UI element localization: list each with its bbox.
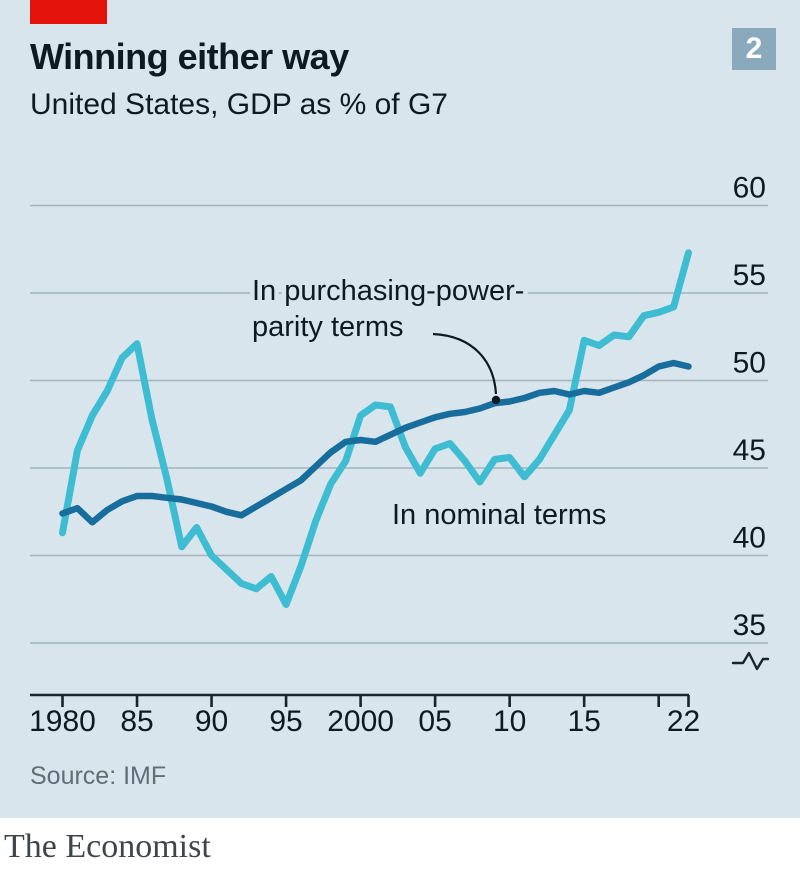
y-tick-label: 60 xyxy=(733,172,766,205)
y-tick-label: 45 xyxy=(733,434,766,467)
axis-break-icon xyxy=(731,651,770,671)
x-tick-label: 22 xyxy=(667,705,700,738)
x-tick-label: 2000 xyxy=(327,705,394,738)
x-tick-label: 05 xyxy=(418,705,451,738)
y-tick-label: 50 xyxy=(733,347,766,380)
gridlines xyxy=(30,204,768,644)
annotation-pointer-dot xyxy=(491,395,501,405)
economist-wordmark: The Economist xyxy=(4,828,211,865)
nominal-annotation: In nominal terms xyxy=(392,499,606,531)
x-tick-label: 90 xyxy=(195,705,228,738)
ppp-line xyxy=(59,359,692,526)
x-tick-label: 95 xyxy=(269,705,302,738)
nominal-line xyxy=(59,249,692,608)
source-note: Source: IMF xyxy=(30,762,167,790)
annotation-pointer xyxy=(432,332,498,395)
figure-number-badge: 2 xyxy=(732,28,776,70)
chart-subtitle: United States, GDP as % of G7 xyxy=(30,88,448,121)
y-tick-label: 35 xyxy=(733,609,766,642)
x-tick-label: 15 xyxy=(567,705,600,738)
ppp-annotation-line1: In purchasing-power- xyxy=(252,275,524,307)
economist-red-tab xyxy=(30,0,107,24)
chart-title: Winning either way xyxy=(30,36,349,77)
y-tick-label: 40 xyxy=(733,522,766,555)
x-tick-label: 1980 xyxy=(29,705,96,738)
y-axis-labels: 35 40 45 50 55 60 xyxy=(733,172,766,643)
x-tick-label: 10 xyxy=(493,705,526,738)
chart-panel: Winning either way United States, GDP as… xyxy=(0,0,800,818)
y-tick-label: 55 xyxy=(733,259,766,292)
line-chart: 35 40 45 50 55 60 1980 85 90 95 2000 05 10 15 22 In pur… xyxy=(29,172,770,738)
x-axis: 1980 85 90 95 2000 05 10 15 22 xyxy=(29,693,700,738)
ppp-annotation-line2: parity terms xyxy=(252,311,403,343)
x-tick-label: 85 xyxy=(120,705,153,738)
